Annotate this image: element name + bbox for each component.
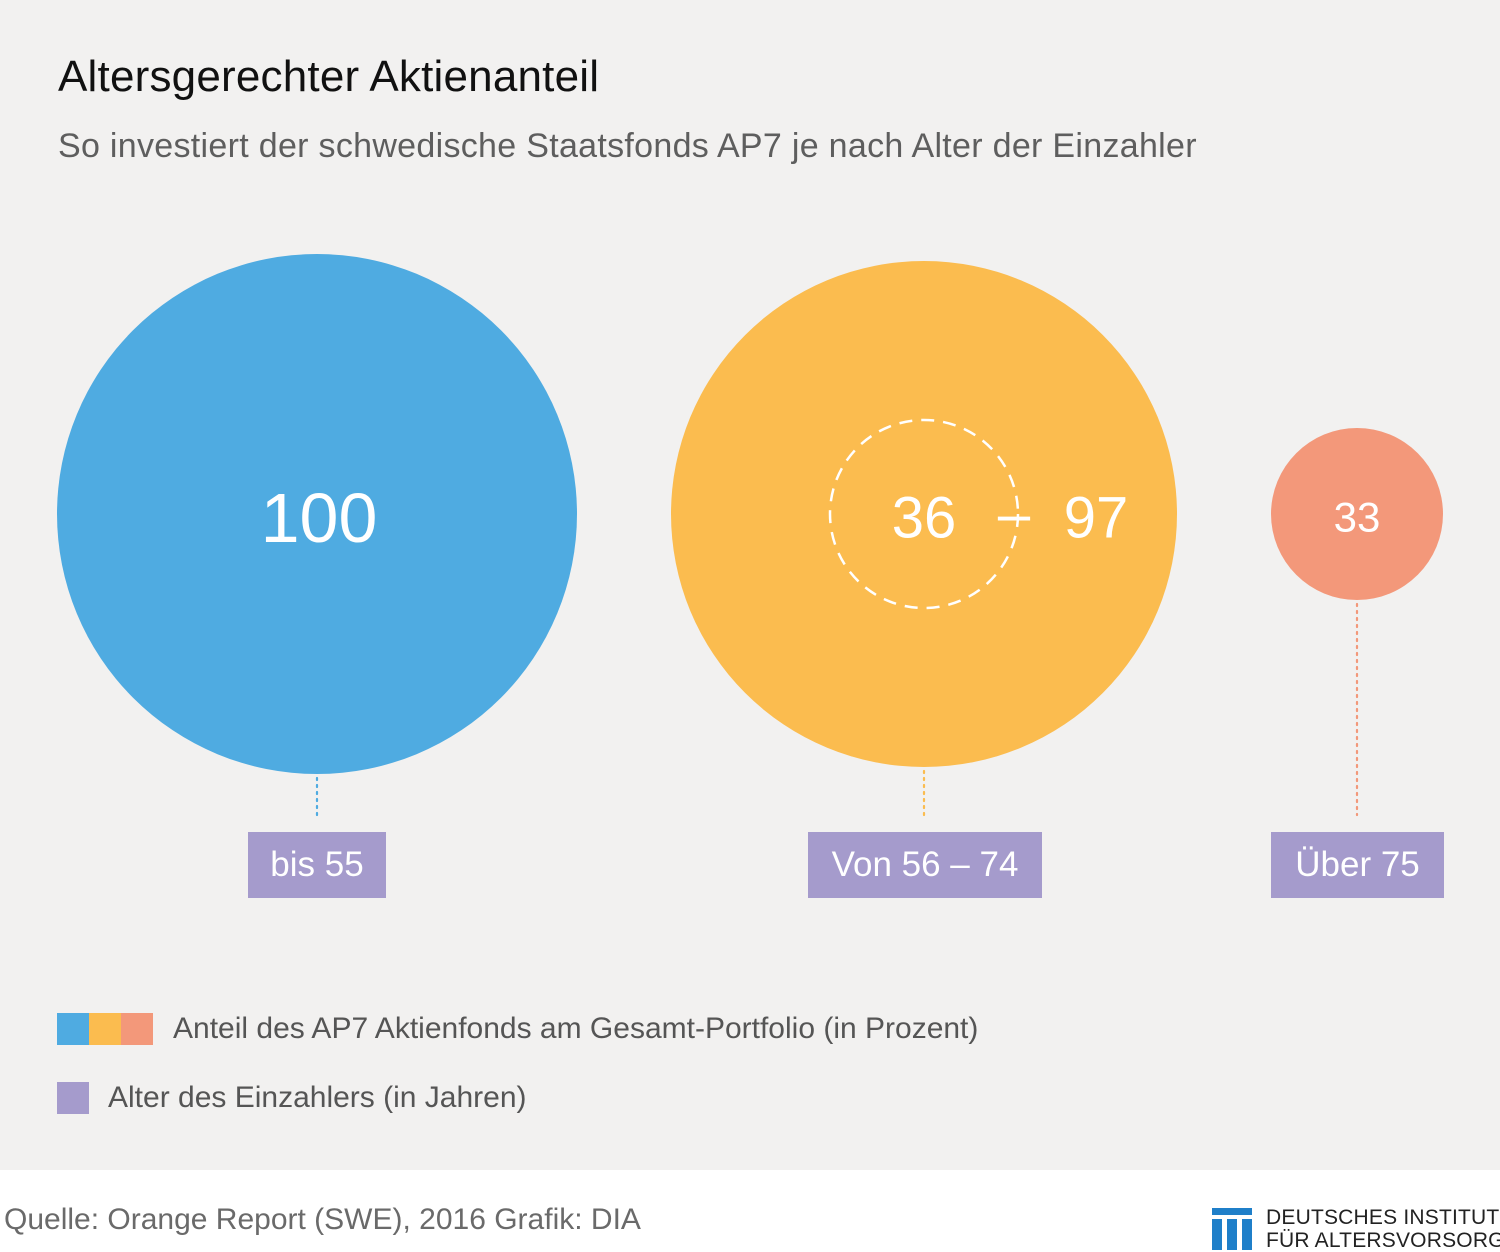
legend-swatch-share-colors (57, 1013, 153, 1045)
legend-item-share: Anteil des AP7 Aktienfonds am Gesamt-Por… (57, 1012, 978, 1046)
bubble-56-74 (671, 261, 1177, 767)
legend-swatch-yellow (89, 1013, 121, 1045)
age-label-56-74: Von 56 – 74 (808, 832, 1042, 898)
source-credit: Quelle: Orange Report (SWE), 2016 Grafik… (4, 1203, 641, 1236)
legend-swatch-salmon (121, 1013, 153, 1045)
value-label-56-74-min: 36 (892, 486, 957, 551)
bubble-ueber-75 (1271, 428, 1443, 600)
legend-swatch-blue (57, 1013, 89, 1045)
bubble-56-74-min-dashed-circle (828, 418, 1020, 610)
dia-columns-logo-icon (1212, 1208, 1252, 1250)
value-label-bis-55: 100 (261, 479, 378, 557)
logo-line-2: FÜR ALTERSVORSORGE (1266, 1229, 1500, 1252)
logo-line-1: DEUTSCHES INSTITUT (1266, 1206, 1500, 1229)
value-label-56-74-dash: – (998, 482, 1031, 547)
value-label-56-74-max: 97 (1064, 486, 1129, 551)
logo-wordmark: DEUTSCHES INSTITUT FÜR ALTERSVORSORGE (1266, 1206, 1500, 1252)
legend-swatch-purple (57, 1082, 89, 1114)
dia-logo: DEUTSCHES INSTITUT FÜR ALTERSVORSORGE (1212, 1206, 1500, 1252)
age-label-bis-55: bis 55 (248, 832, 386, 898)
bubble-bis-55 (57, 254, 577, 774)
legend-label-share: Anteil des AP7 Aktienfonds am Gesamt-Por… (173, 1012, 979, 1045)
legend-item-age: Alter des Einzahlers (in Jahren) (57, 1081, 527, 1115)
bubble-chart: 100 36 – 97 33 (57, 254, 1443, 817)
legend-label-age: Alter des Einzahlers (in Jahren) (108, 1081, 527, 1114)
chart-title: Altersgerechter Aktienanteil (58, 52, 600, 101)
value-label-ueber-75: 33 (1334, 494, 1381, 541)
age-label-ueber-75: Über 75 (1271, 832, 1444, 898)
chart-subtitle: So investiert der schwedische Staatsfond… (58, 127, 1197, 165)
